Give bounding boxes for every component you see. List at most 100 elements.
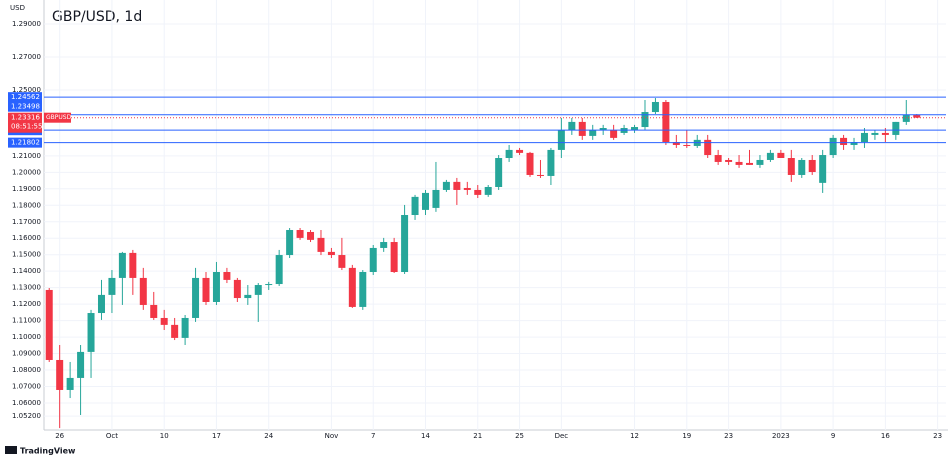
candle-body (735, 161, 743, 165)
candle-body (307, 231, 315, 240)
y-tick-label: 1.29000 (12, 20, 41, 28)
x-tick-label: 16 (881, 432, 890, 440)
candle-body (913, 114, 921, 118)
candle-body (139, 277, 147, 305)
symbol-tag (44, 112, 71, 123)
candle-body (829, 137, 837, 156)
candle-body (641, 112, 649, 128)
candle-body (704, 139, 712, 156)
candle-body (453, 181, 461, 190)
candle-body (505, 149, 513, 158)
candle-body (871, 132, 879, 135)
candle-body (651, 101, 659, 113)
y-tick-label: 1.20000 (12, 168, 41, 176)
y-tick-label: 1.10000 (12, 333, 41, 341)
candle-body (56, 359, 64, 390)
candle-body (181, 317, 189, 338)
candle-body (892, 121, 900, 135)
y-tick-label: 1.07000 (12, 383, 41, 391)
candle-body (746, 162, 754, 165)
watermark: TradingView (20, 447, 76, 456)
candle-body (798, 159, 806, 175)
candle-body (578, 121, 586, 136)
y-tick-label: 1.08000 (12, 366, 41, 374)
candle-body (787, 157, 795, 175)
y-tick-label: 1.06000 (12, 399, 41, 407)
candle-body (756, 159, 764, 165)
candle-body (380, 242, 388, 248)
candle-body (401, 215, 409, 273)
y-tick-label: 1.09000 (12, 350, 41, 358)
candle-body (317, 237, 325, 252)
x-tick-label: 21 (473, 432, 482, 440)
x-tick-label: 26 (55, 432, 64, 440)
y-tick-label: 1.05200 (12, 412, 41, 420)
x-tick-label: 17 (212, 432, 221, 440)
x-tick-label: 12 (630, 432, 639, 440)
logo (5, 446, 17, 454)
candle-body (610, 129, 618, 138)
x-tick-label: 23 (933, 432, 942, 440)
candle-body (463, 187, 471, 190)
candle-body (902, 114, 910, 122)
price-label-box (8, 101, 42, 112)
candle-body (442, 181, 450, 190)
candle-body (474, 189, 482, 195)
y-tick-label: 1.14000 (12, 267, 41, 275)
candle-body (432, 189, 440, 208)
candle-body (369, 247, 377, 273)
candle-body (411, 196, 419, 215)
candle-body (766, 152, 774, 160)
x-tick-label: 19 (682, 432, 691, 440)
candle-body (129, 252, 137, 278)
candle-body (223, 272, 231, 280)
x-tick-label: 10 (160, 432, 169, 440)
candle-body (97, 294, 105, 314)
candle-body (536, 174, 544, 176)
symbol-label: GBPUSD (46, 114, 72, 121)
x-tick-label: Dec (555, 432, 569, 440)
x-tick-label: 2023 (772, 432, 790, 440)
candle-body (631, 127, 639, 130)
candle-body (348, 267, 356, 307)
candle-body (683, 144, 691, 146)
y-tick-label: 1.16000 (12, 234, 41, 242)
candle-body (77, 351, 85, 378)
candle-body (275, 255, 283, 285)
candle-body (484, 186, 492, 195)
price-label: 1.24562 (11, 93, 40, 101)
candle-body (662, 101, 670, 143)
candle-body (160, 317, 168, 325)
chart-title: GBP/USD, 1d (52, 9, 142, 25)
candle-body (118, 252, 126, 278)
y-tick-label: 1.17000 (12, 218, 41, 226)
candle-body (108, 277, 116, 295)
price-label-box (8, 137, 42, 148)
countdown: 08:51:55 (11, 123, 42, 131)
candle-body (557, 129, 565, 150)
candle-body (390, 242, 398, 273)
candle-body (212, 272, 220, 302)
candle-body (254, 285, 262, 295)
candle-body (286, 229, 294, 256)
candle-body (87, 313, 95, 352)
candle-body (725, 159, 733, 162)
x-tick-label: Oct (106, 432, 118, 440)
candle-body (881, 132, 889, 135)
price-label: 1.21802 (11, 139, 40, 147)
candle-body (265, 284, 273, 286)
candle-body (840, 137, 848, 145)
candle-body (495, 157, 503, 187)
y-tick-label: 1.21000 (12, 152, 41, 160)
candle-body (672, 142, 680, 145)
candle-body (66, 377, 74, 390)
candle-body (860, 132, 868, 143)
price-label-box (8, 92, 42, 103)
candle-body (359, 272, 367, 307)
last-price-label: 1.23316 (11, 114, 40, 122)
candle-body (777, 152, 785, 158)
candle-body (526, 152, 534, 175)
candle-body (850, 142, 858, 145)
candle-body (45, 289, 53, 360)
